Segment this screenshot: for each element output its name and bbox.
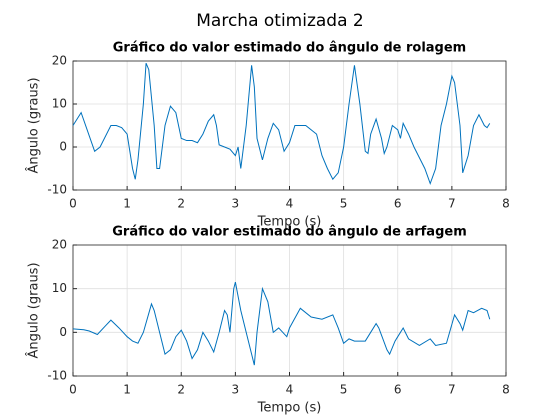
x-axis-label: Tempo (s) <box>257 401 322 416</box>
x-axis-label: Tempo (s) <box>257 215 322 230</box>
x-tick-label: 8 <box>502 383 510 397</box>
y-tick-label: 20 <box>52 238 67 252</box>
axes-box <box>72 244 507 377</box>
y-tick-label: 10 <box>52 281 67 295</box>
x-tick-label: 8 <box>502 197 510 211</box>
x-tick-label: 2 <box>177 383 185 397</box>
x-tick-label: 5 <box>340 383 348 397</box>
chart-title: Gráfico do valor estimado do ângulo de a… <box>112 225 467 240</box>
x-tick-label: 7 <box>448 197 456 211</box>
y-tick-label: 20 <box>52 54 67 68</box>
x-tick-label: 4 <box>286 383 294 397</box>
x-tick-label: 6 <box>394 197 402 211</box>
x-tick-label: 0 <box>69 383 77 397</box>
x-tick-label: 1 <box>123 383 131 397</box>
y-tick-label: 0 <box>59 325 67 339</box>
figure-title: Marcha otimizada 2 <box>196 11 364 31</box>
x-tick-label: 7 <box>448 383 456 397</box>
y-tick-label: 10 <box>52 97 67 111</box>
x-tick-label: 2 <box>177 197 185 211</box>
x-tick-label: 3 <box>232 383 240 397</box>
x-tick-label: 6 <box>394 383 402 397</box>
y-tick-label: -10 <box>47 183 67 197</box>
x-tick-label: 4 <box>286 197 294 211</box>
x-tick-label: 1 <box>123 197 131 211</box>
y-axis-label: Ângulo (graus) <box>26 77 42 173</box>
x-tick-label: 3 <box>232 197 240 211</box>
x-tick-label: 0 <box>69 197 77 211</box>
x-tick-label: 5 <box>340 197 348 211</box>
y-axis-label: Ângulo (graus) <box>26 262 42 358</box>
y-tick-label: -10 <box>47 369 67 383</box>
chart-title: Gráfico do valor estimado do ângulo de r… <box>113 41 466 56</box>
data-line <box>72 281 491 366</box>
data-line <box>72 62 491 186</box>
y-tick-label: 0 <box>59 140 67 154</box>
